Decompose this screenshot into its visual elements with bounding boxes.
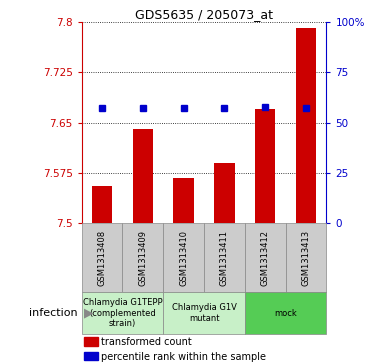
Text: GSM1313409: GSM1313409 xyxy=(138,230,147,286)
Text: mock: mock xyxy=(274,309,297,318)
Bar xyxy=(92,186,112,223)
Bar xyxy=(82,292,163,334)
Bar xyxy=(163,223,204,292)
Bar xyxy=(174,178,194,223)
Text: GSM1313413: GSM1313413 xyxy=(302,230,311,286)
Bar xyxy=(84,338,98,346)
Bar xyxy=(245,292,326,334)
Bar xyxy=(296,28,316,223)
Bar xyxy=(82,223,122,292)
Bar xyxy=(214,163,235,223)
Text: GSM1313411: GSM1313411 xyxy=(220,230,229,286)
Text: GSM1313410: GSM1313410 xyxy=(179,230,188,286)
Text: GSM1313408: GSM1313408 xyxy=(98,230,106,286)
Text: ▶: ▶ xyxy=(83,307,93,319)
Text: transformed count: transformed count xyxy=(101,337,192,347)
Bar xyxy=(255,109,276,223)
Bar xyxy=(133,129,153,223)
Bar xyxy=(122,223,163,292)
Text: Chlamydia G1V
mutant: Chlamydia G1V mutant xyxy=(172,303,236,323)
Text: percentile rank within the sample: percentile rank within the sample xyxy=(101,352,266,362)
Bar xyxy=(163,292,245,334)
Bar xyxy=(84,352,98,360)
Text: GSM1313412: GSM1313412 xyxy=(261,230,270,286)
Bar xyxy=(245,223,286,292)
Bar xyxy=(286,223,326,292)
Text: infection: infection xyxy=(29,308,78,318)
Title: GDS5635 / 205073_at: GDS5635 / 205073_at xyxy=(135,8,273,21)
Text: Chlamydia G1TEPP
(complemented
strain): Chlamydia G1TEPP (complemented strain) xyxy=(83,298,162,328)
Bar xyxy=(204,223,245,292)
